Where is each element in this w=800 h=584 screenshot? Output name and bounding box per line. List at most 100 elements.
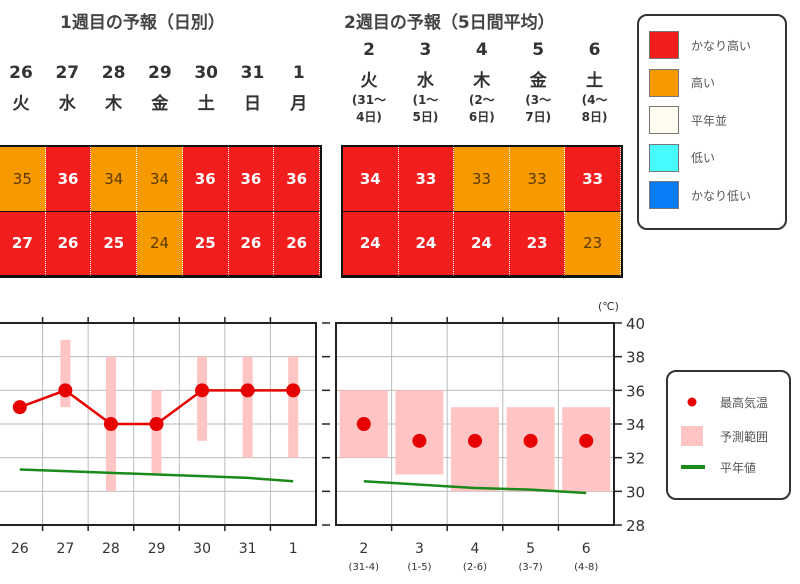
period-range-start: (31～ [351,93,387,107]
day-date: 31 [240,63,265,83]
max-temp-cell: 34 [91,147,138,212]
category-swatch [649,143,679,172]
max-temp-cell: 36 [182,147,229,212]
category-swatch [649,31,679,59]
day-header: 30 土 [183,63,229,115]
min-temp-cell: 26 [45,211,92,276]
day-weekday: 火 [12,94,30,114]
period-weekday: 金 [529,71,547,91]
period-date: 5 [532,40,545,60]
day-weekday: 水 [58,94,76,114]
forecast-range-bar [60,339,71,408]
x-tick-label: 27 [56,541,74,557]
x-tick-label: 30 [193,541,211,557]
period-date: 2 [363,40,375,60]
period-header: 5 金 (3～ 7日) [510,40,566,126]
day-date: 29 [148,63,172,83]
x-tick-label: 28 [102,541,120,557]
day-header: 26 火 [0,63,44,115]
max-temp-cell: 33 [509,147,566,212]
max-temp-point [12,400,27,415]
x-tick-label: 26 [11,541,29,557]
period-header: 6 土 (4～ 8日) [567,40,623,126]
day-date: 26 [9,63,33,83]
x-tick-label: 29 [148,541,166,557]
forecast-range-bar [562,407,611,492]
period-range-end: 5日) [412,110,439,124]
period-weekday: 水 [416,71,434,91]
period-range-end: 4日) [356,110,382,124]
normal-legend-label: 平年値 [720,461,757,475]
max-temp-point [579,433,594,448]
period-header: 3 水 (1～ 5日) [397,40,453,126]
max-temp-point [412,433,427,448]
max-temp-cell: 34 [343,147,399,212]
period-date: 3 [419,40,432,60]
day-header: 29 金 [137,63,183,115]
max-temp-point [468,433,482,448]
category-legend-item: 平年並 [649,105,727,135]
max-temp-legend-marker [687,397,697,407]
max-temp-cell: 36 [45,147,92,212]
normal-line [19,468,294,483]
period-weekday: 木 [473,71,491,91]
forecast-range-bar [395,390,444,475]
min-temp-cell: 25 [182,211,229,276]
y-tick-label: 40 [626,315,645,333]
category-label: 平年並 [691,113,728,128]
min-temp-cell: 26 [274,211,320,276]
day-date: 28 [101,63,126,83]
min-temp-cell: 27 [0,211,46,276]
week2-forecast-table: 34 33 33 33 33 24 24 24 23 23 [341,145,623,278]
y-tick-label: 32 [626,450,645,468]
range-legend-swatch [681,426,703,446]
min-temp-cell: 23 [509,211,566,276]
day-header: 28 木 [91,63,137,115]
day-header: 27 水 [44,63,90,115]
period-range-start: (2～ [468,93,495,107]
max-temp-cell: 34 [137,147,183,212]
y-tick-label: 34 [626,416,645,434]
min-temp-cell: 24 [137,211,183,276]
max-temp-cell: 36 [228,147,275,212]
x-tick-sublabel: (3-7) [519,562,543,573]
min-temp-cell: 25 [91,211,138,276]
day-weekday: 月 [290,94,308,114]
min-temp-cell: 24 [343,211,399,276]
category-swatch [649,181,679,209]
day-date: 27 [55,63,80,83]
x-tick-label: 3 [415,541,424,557]
y-tick-label: 28 [626,517,645,535]
max-temp-point [240,383,255,398]
x-tick-label: 2 [359,541,368,557]
unit-label: (℃) [598,300,619,313]
period-weekday: 土 [586,71,604,91]
category-label: 高い [691,76,716,90]
forecast-range-bar [288,356,299,458]
week1-forecast-table: 35 36 34 34 36 36 36 27 26 25 24 25 26 26 [0,145,322,278]
day-date: 1 [292,63,305,83]
day-header: 31 日 [230,63,276,115]
max-temp-point [195,383,210,398]
max-temp-cell: 33 [454,147,510,212]
period-date: 6 [588,40,601,60]
period-range-end: 7日) [525,110,552,124]
y-tick-label: 38 [626,349,645,367]
x-tick-label: 5 [526,541,535,557]
forecast-range-bar [197,356,208,441]
forecast-range-bar [506,407,555,492]
period-range-start: (4～ [581,93,608,107]
max-temp-point [356,417,371,431]
x-tick-label: 1 [289,541,298,557]
category-label: 低い [691,151,716,165]
day-weekday: 土 [197,94,215,114]
period-weekday: 火 [360,71,378,91]
day-weekday: 日 [244,94,261,114]
max-temp-point [286,383,301,398]
max-temp-point [58,383,73,398]
max-temp-point [149,417,164,431]
max-temp-legend-label: 最高気温 [720,396,769,410]
max-temp-point [523,433,538,448]
category-label: かなり低い [691,188,752,203]
